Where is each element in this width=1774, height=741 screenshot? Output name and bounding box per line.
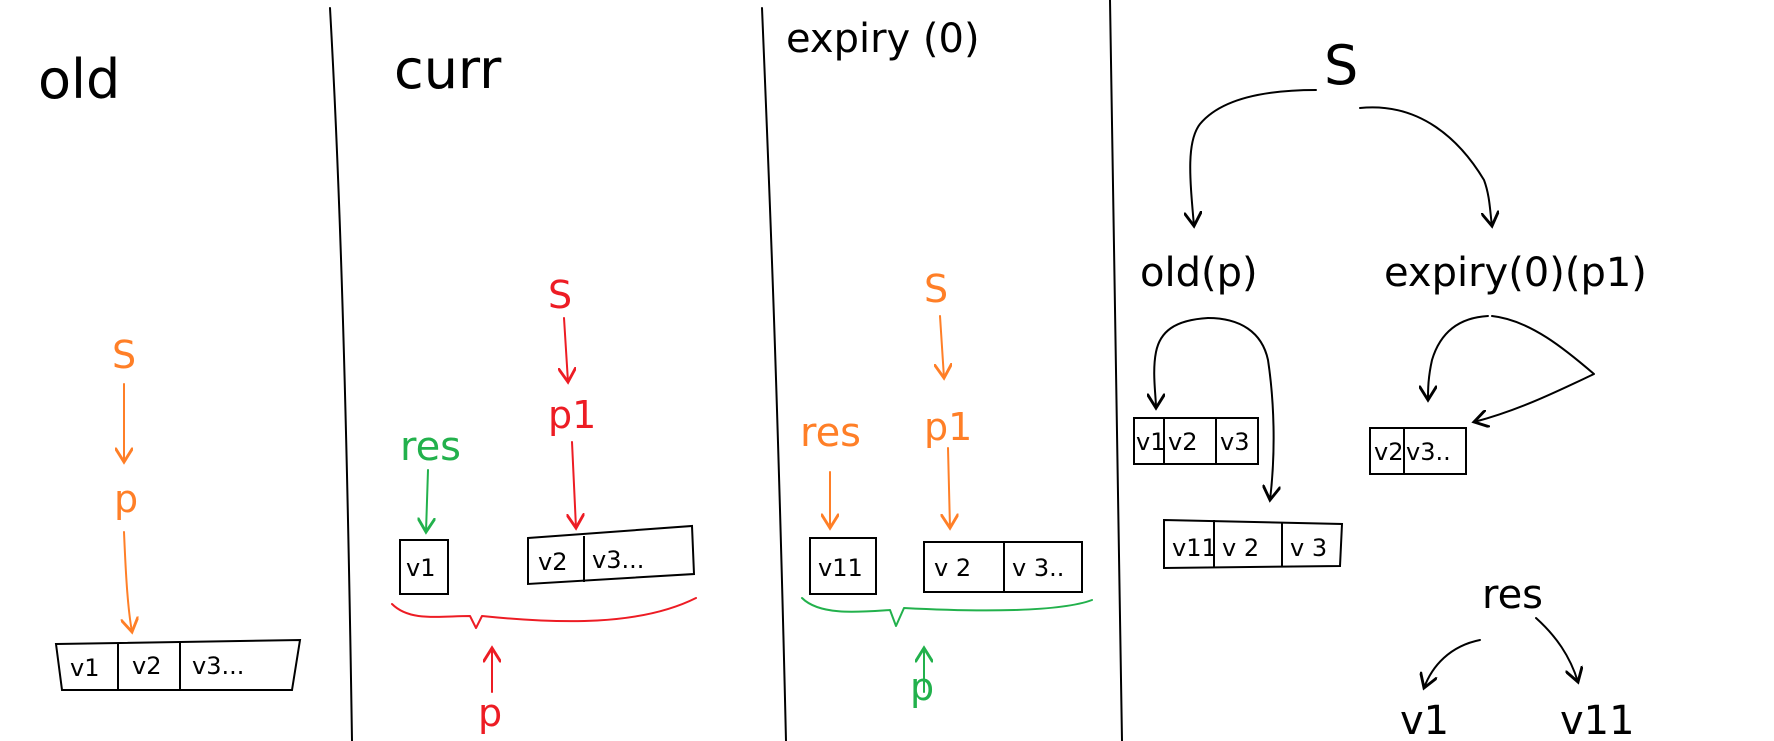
expiry-arrow-s-to-p1 — [940, 315, 944, 378]
divider-3 — [1109, 0, 1123, 741]
tree-left2-cell-1: v11 — [1172, 534, 1217, 562]
divider-1 — [329, 7, 353, 741]
curr-s-label: S — [548, 273, 572, 317]
expiry-brace — [801, 597, 1093, 627]
tree-res-right-label: v11 — [1560, 698, 1635, 741]
old-p-label: p — [114, 477, 138, 521]
tree-edge-left-to-list1 — [1154, 317, 1209, 408]
tree-left-cell-3: v3 — [1220, 428, 1249, 456]
tree-left2-cell-2: v 2 — [1222, 534, 1259, 562]
curr-title: curr — [394, 38, 502, 101]
curr-cell-1: v2 — [538, 548, 567, 576]
expiry-p1-label: p1 — [924, 405, 972, 449]
expiry-arrow-p1-to-list — [948, 447, 950, 528]
curr-res-label: res — [400, 424, 461, 470]
tree-root-label: S — [1324, 34, 1358, 97]
expiry-res-cell: v11 — [818, 554, 863, 582]
old-title: old — [38, 48, 120, 111]
old-s-label: S — [112, 333, 136, 377]
tree-right-cell-2: v3.. — [1406, 438, 1451, 466]
tree-edge-res-right — [1535, 617, 1578, 682]
curr-arrow-p1-to-list — [572, 441, 576, 528]
divider-2 — [761, 7, 787, 741]
old-cell-3: v3... — [192, 652, 244, 680]
curr-res-box: v1 — [399, 539, 449, 595]
tree-left2-cell-3: v 3 — [1290, 534, 1327, 562]
curr-res-cell: v1 — [406, 554, 435, 582]
expiry-res-label: res — [800, 410, 861, 456]
tree-edge-right-to-list-b — [1474, 315, 1595, 422]
tree-res-label: res — [1482, 572, 1543, 618]
old-cell-1: v1 — [70, 654, 99, 682]
old-list: v1 v2 v3... — [54, 638, 302, 691]
tree-right-cell-1: v2 — [1374, 438, 1403, 466]
curr-arrow-s-to-p1 — [564, 317, 568, 382]
tree-left-list-2: v11 v 2 v 3 — [1163, 518, 1344, 570]
curr-arrow-res-to-v1 — [426, 469, 428, 532]
old-cell-2: v2 — [132, 652, 161, 680]
expiry-cell-1: v 2 — [934, 554, 971, 582]
curr-cell-2: v3... — [592, 546, 644, 574]
tree-left-label: old(p) — [1140, 250, 1258, 296]
expiry-cell-2: v 3.. — [1012, 554, 1064, 582]
tree-right-label: expiry(0)(p1) — [1384, 250, 1647, 296]
expiry-s-label: S — [924, 267, 948, 311]
tree-edge-right-to-list — [1428, 315, 1489, 400]
tree-edge-root-left — [1190, 89, 1317, 226]
tree-edge-res-left — [1424, 639, 1481, 688]
expiry-list: v 2 v 3.. — [923, 541, 1083, 593]
expiry-res-box: v11 — [809, 537, 877, 595]
curr-brace — [391, 597, 697, 629]
tree-left-list-1: v1 v2 v3 — [1133, 417, 1259, 465]
tree-left-cell-2: v2 — [1168, 428, 1197, 456]
curr-p1-label: p1 — [548, 393, 596, 437]
expiry-p-label: p — [910, 665, 934, 709]
tree-edge-left-to-list2 — [1207, 317, 1274, 500]
curr-list: v2 v3... — [527, 524, 696, 586]
tree-right-list: v2 v3.. — [1369, 427, 1467, 475]
tree-res-left-label: v1 — [1400, 698, 1449, 741]
curr-p-label: p — [478, 691, 502, 735]
expiry-title: expiry (0) — [786, 16, 980, 62]
tree-left-cell-1: v1 — [1136, 428, 1165, 456]
tree-edge-root-right — [1359, 106, 1492, 226]
old-arrow-p-to-list — [124, 531, 132, 632]
